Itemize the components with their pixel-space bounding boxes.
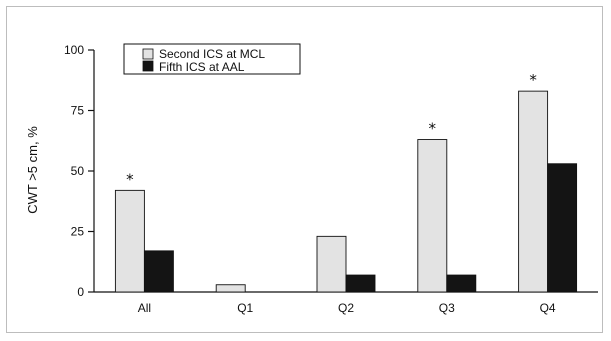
bar-second-ics-q1: [215, 284, 246, 293]
legend-label-series-2: Fifth ICS at AAL: [159, 60, 245, 74]
y-tick-label: 25: [71, 225, 85, 239]
legend: Second ICS at MCL Fifth ICS at AAL: [123, 43, 301, 75]
significance-marks-group: * * *: [126, 71, 537, 188]
y-tick-label: 100: [64, 43, 84, 57]
bar-fifth-ics-q2: [345, 274, 376, 293]
x-tick-label: Q2: [338, 301, 354, 315]
legend-swatch-series-2: [142, 60, 154, 72]
significance-star: *: [429, 120, 437, 138]
bar-fifth-ics-q4: [547, 163, 578, 293]
bar-fifth-ics-all: [143, 250, 174, 293]
bar-second-ics-q2: [316, 235, 347, 293]
x-tick-label: Q4: [540, 301, 556, 315]
y-tick-label: 50: [71, 164, 85, 178]
y-axis-title: CWT >5 cm, %: [25, 126, 40, 214]
y-tick-label: 75: [71, 104, 85, 118]
legend-label-series-1: Second ICS at MCL: [159, 47, 265, 61]
x-tick-label: All: [138, 301, 151, 315]
bar-second-ics-all: [114, 189, 145, 293]
bars-group: [114, 90, 578, 293]
chart-frame: [6, 6, 603, 333]
x-tick-label: Q1: [237, 301, 253, 315]
bar-second-ics-q4: [518, 90, 549, 293]
x-tick-labels-group: All Q1 Q2 Q3 Q4: [138, 301, 556, 315]
legend-swatch-series-1: [142, 48, 154, 60]
bar-fifth-ics-q3: [446, 274, 477, 293]
x-tick-label: Q3: [439, 301, 455, 315]
y-tick-label: 0: [77, 285, 84, 299]
significance-star: *: [126, 170, 134, 188]
y-ticks-group: 0 25 50 75 100: [64, 43, 94, 299]
bar-second-ics-q3: [417, 139, 448, 293]
significance-star: *: [529, 71, 537, 89]
